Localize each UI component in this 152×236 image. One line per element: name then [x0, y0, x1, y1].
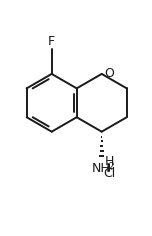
Text: O: O: [104, 67, 114, 80]
Text: F: F: [48, 35, 55, 48]
Text: NH: NH: [92, 162, 110, 175]
Text: H: H: [105, 155, 114, 168]
Text: 2: 2: [109, 162, 114, 171]
Text: Cl: Cl: [103, 167, 116, 180]
